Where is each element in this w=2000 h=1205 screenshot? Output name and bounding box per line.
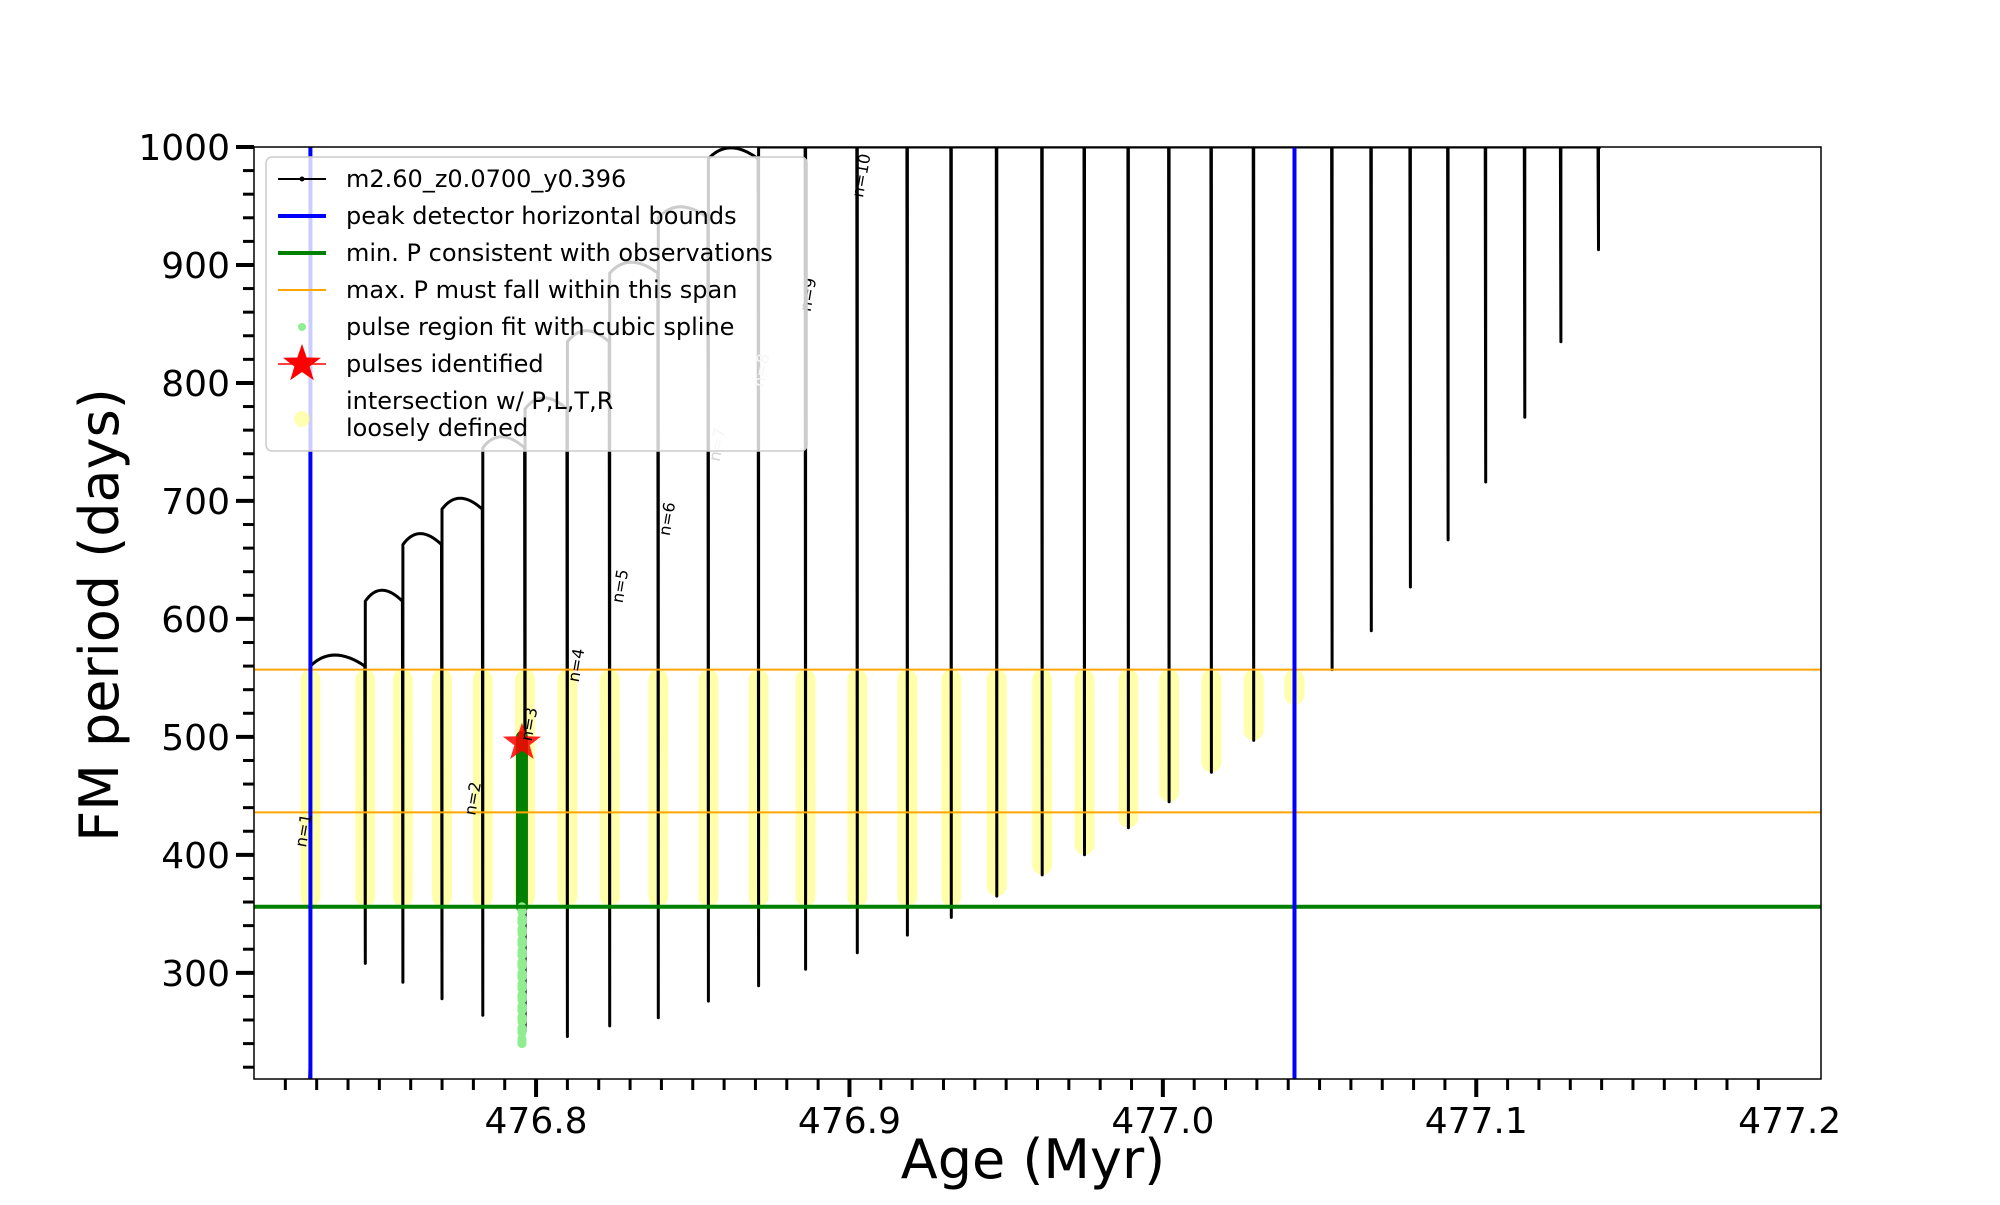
y-tick-label-600: 600 — [161, 600, 230, 641]
y-tick-label-900: 900 — [161, 246, 230, 287]
y-tick-label-500: 500 — [161, 718, 230, 759]
x-tick-label-3: 477.1 — [1425, 1101, 1528, 1142]
y-axis-label: FM period (days) — [68, 388, 131, 842]
y-tick-label-700: 700 — [161, 482, 230, 523]
y-tick-label-800: 800 — [161, 364, 230, 405]
legend-entry-span: max. P must fall within this span — [346, 276, 737, 304]
chart-container: n=1n=2n=3n=4n=5n=6n=7n=8n=9n=10300400500… — [0, 0, 2000, 1200]
x-tick-label-4: 477.2 — [1738, 1101, 1841, 1142]
legend-fit-marker — [298, 323, 306, 331]
legend-entry-min-p: min. P consistent with observations — [346, 239, 773, 267]
legend-entry-loose: loosely defined — [346, 414, 528, 442]
legend-entry-fit: pulse region fit with cubic spline — [346, 313, 734, 341]
chart-svg: n=1n=2n=3n=4n=5n=6n=7n=8n=9n=10300400500… — [0, 0, 2000, 1200]
legend-track-marker — [300, 177, 305, 182]
x-axis-label: Age (Myr) — [901, 1128, 1166, 1191]
legend-entry-intersection: intersection w/ P,L,T,R — [346, 387, 613, 415]
legend-entry-pulses: pulses identified — [346, 350, 544, 378]
legend: m2.60_z0.0700_y0.396 peak detector horiz… — [266, 157, 807, 451]
y-tick-label-1000: 1000 — [138, 128, 230, 169]
legend-loose-marker — [294, 411, 310, 427]
legend-entry-track: m2.60_z0.0700_y0.396 — [346, 165, 626, 193]
y-tick-label-400: 400 — [161, 836, 230, 877]
x-tick-label-1: 476.9 — [798, 1101, 901, 1142]
y-tick-label-300: 300 — [161, 954, 230, 995]
x-tick-label-0: 476.8 — [485, 1101, 588, 1142]
legend-entry-bounds: peak detector horizontal bounds — [346, 202, 737, 230]
